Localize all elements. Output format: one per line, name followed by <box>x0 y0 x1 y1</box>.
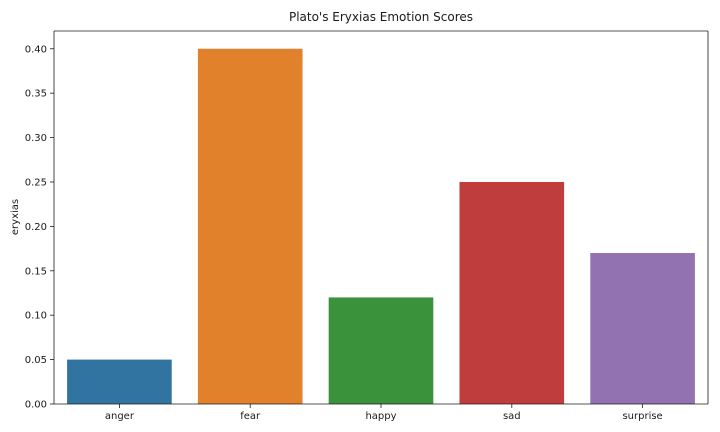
x-tick-label-happy: happy <box>365 411 396 422</box>
bars-layer <box>67 48 695 404</box>
x-tick-label-surprise: surprise <box>622 411 662 422</box>
bar-surprise <box>590 253 695 404</box>
x-tick-label-sad: sad <box>503 411 521 422</box>
y-axis-label: eryxias <box>10 199 21 235</box>
y-tick-label-0.15: 0.15 <box>25 266 47 277</box>
bar-happy <box>328 297 434 404</box>
ticks-layer: anger fear happy sad surprise 0.00 0.05 0.10 0.1… <box>25 44 663 422</box>
y-tick-label-0.25: 0.25 <box>25 177 47 188</box>
y-tick-label-0.10: 0.10 <box>25 311 47 322</box>
y-tick-label-0.20: 0.20 <box>25 222 47 233</box>
bar-anger <box>67 359 172 404</box>
y-tick-label-0.35: 0.35 <box>25 89 47 100</box>
bar-fear <box>197 48 303 404</box>
y-tick-label-0.00: 0.00 <box>25 400 47 411</box>
bar-sad <box>459 181 565 404</box>
y-tick-label-0.30: 0.30 <box>25 133 47 144</box>
chart-title: Plato's Eryxias Emotion Scores <box>289 10 473 24</box>
y-tick-label-0.40: 0.40 <box>25 44 47 55</box>
y-tick-label-0.05: 0.05 <box>25 355 47 366</box>
x-tick-label-fear: fear <box>240 411 261 422</box>
x-tick-label-anger: anger <box>105 411 135 422</box>
